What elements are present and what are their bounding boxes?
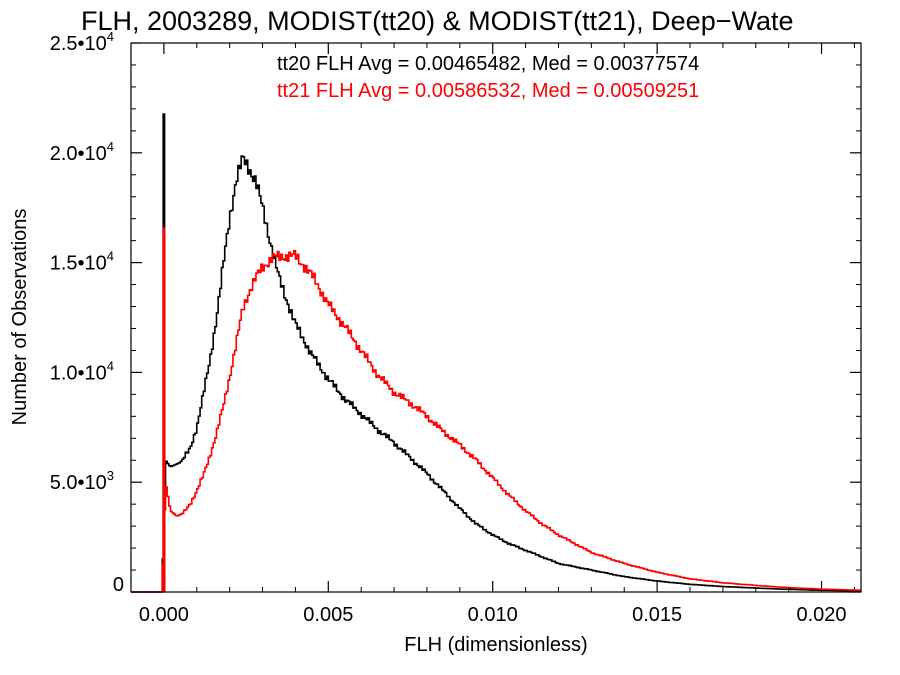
- y-tick-label-4: 2.0•104: [50, 139, 114, 165]
- x-tick-labels: 0.000 0.005 0.010 0.015 0.020: [139, 604, 847, 626]
- x-tick-label-1: 0.005: [303, 604, 353, 626]
- series-spike-tt21: [162, 227, 166, 593]
- x-tick-label-2: 0.010: [468, 604, 518, 626]
- y-tick-mantissa: 1.5•10: [50, 253, 107, 275]
- x-tick-label-3: 0.015: [632, 604, 682, 626]
- y-axis-label: Number of Observations: [9, 209, 31, 426]
- x-tick-label-0: 0.000: [139, 604, 189, 626]
- y-tick-mantissa: 2.5•10: [50, 33, 107, 55]
- y-tick-exponent: 4: [107, 139, 114, 154]
- y-tick-mantissa: 5.0•10: [50, 472, 107, 494]
- y-tick-exponent: 3: [107, 468, 114, 483]
- y-tick-mantissa: 1.0•10: [50, 362, 107, 384]
- y-tick-exponent: 4: [107, 358, 114, 373]
- y-tick-label-1: 5.0•103: [50, 468, 114, 494]
- annotation-tt20-stats: tt20 FLH Avg = 0.00465482, Med = 0.00377…: [277, 53, 699, 75]
- y-tick-exponent: 4: [107, 29, 114, 44]
- y-tick-label-0: 0: [113, 574, 124, 596]
- chart-title: FLH, 2003289, MODIST(tt20) & MODIST(tt21…: [81, 6, 794, 36]
- y-tick-mantissa: 2.0•10: [50, 143, 107, 165]
- y-tick-label-3: 1.5•104: [50, 249, 114, 275]
- y-tick-exponent: 4: [107, 249, 114, 264]
- y-tick-label-5: 2.5•104: [50, 29, 114, 55]
- annotation-tt21-stats: tt21 FLH Avg = 0.00586532, Med = 0.00509…: [277, 80, 699, 102]
- series-line-tt21: [131, 249, 861, 593]
- series-line-tt20: [131, 155, 861, 593]
- x-tick-label-4: 0.020: [797, 604, 847, 626]
- plot-frame: [130, 42, 862, 593]
- y-tick-label-2: 1.0•104: [50, 358, 114, 384]
- x-axis-label: FLH (dimensionless): [404, 634, 587, 656]
- series-layer: [131, 113, 861, 593]
